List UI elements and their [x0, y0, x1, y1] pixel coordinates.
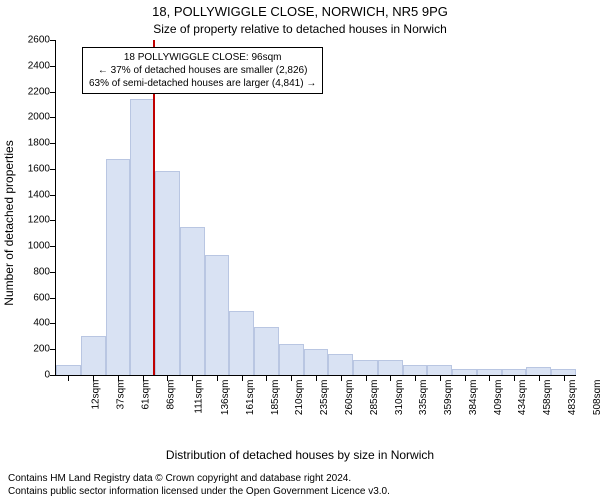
x-tick [341, 375, 342, 381]
y-tick [50, 117, 56, 118]
x-tick [291, 375, 292, 381]
y-tick [50, 66, 56, 67]
x-tick-label: 86sqm [165, 380, 176, 410]
footnote-line: Contains HM Land Registry data © Crown c… [8, 473, 390, 486]
y-tick [50, 298, 56, 299]
y-tick-label: 800 [12, 266, 50, 277]
page-title: 18, POLLYWIGGLE CLOSE, NORWICH, NR5 9PG [0, 4, 600, 19]
page-subtitle: Size of property relative to detached ho… [0, 22, 600, 36]
x-tick [514, 375, 515, 381]
annotation-box: 18 POLLYWIGGLE CLOSE: 96sqm← 37% of deta… [82, 47, 323, 94]
x-tick [242, 375, 243, 381]
x-tick [143, 375, 144, 381]
x-tick [366, 375, 367, 381]
y-tick-label: 2600 [12, 35, 50, 46]
histogram-bar [155, 171, 180, 375]
histogram-bar [205, 255, 230, 375]
x-tick-label: 335sqm [418, 380, 429, 416]
x-tick-label: 161sqm [245, 380, 256, 416]
y-tick-label: 1000 [12, 241, 50, 252]
x-tick-label: 285sqm [369, 380, 380, 416]
histogram-bar [81, 336, 106, 375]
x-tick [68, 375, 69, 381]
y-tick [50, 40, 56, 41]
y-tick [50, 323, 56, 324]
histogram-bar [328, 354, 353, 375]
x-tick [564, 375, 565, 381]
x-tick-label: 310sqm [394, 380, 405, 416]
histogram-bar [378, 360, 403, 375]
y-tick [50, 246, 56, 247]
x-tick-label: 136sqm [220, 380, 231, 416]
footnote-line: Contains public sector information licen… [8, 486, 390, 499]
y-tick-label: 1200 [12, 215, 50, 226]
x-tick-label: 111sqm [194, 380, 205, 414]
x-tick [440, 375, 441, 381]
x-tick-label: 37sqm [116, 380, 127, 410]
y-tick [50, 272, 56, 273]
y-tick-label: 400 [12, 318, 50, 329]
y-tick [50, 220, 56, 221]
x-tick-label: 185sqm [270, 380, 281, 416]
x-tick [539, 375, 540, 381]
y-tick [50, 92, 56, 93]
x-tick [167, 375, 168, 381]
y-tick-label: 200 [12, 344, 50, 355]
histogram-bar [180, 227, 205, 375]
y-tick-label: 1400 [12, 189, 50, 200]
y-tick-label: 600 [12, 292, 50, 303]
plot-area: 0200400600800100012001400160018002000220… [55, 40, 576, 376]
x-tick [266, 375, 267, 381]
histogram-bar [403, 365, 428, 375]
histogram-bar [229, 311, 254, 375]
annotation-line: ← 37% of detached houses are smaller (2,… [89, 64, 316, 77]
x-tick-label: 483sqm [567, 380, 578, 416]
histogram-bar [304, 349, 329, 375]
histogram-bar [279, 344, 304, 375]
x-tick-label: 458sqm [542, 380, 553, 416]
x-tick [465, 375, 466, 381]
x-tick-label: 409sqm [493, 380, 504, 416]
histogram-bar [254, 327, 279, 375]
histogram-bar [353, 360, 378, 375]
y-tick-label: 1800 [12, 138, 50, 149]
x-tick [118, 375, 119, 381]
x-tick [93, 375, 94, 381]
x-tick-label: 434sqm [517, 380, 528, 416]
y-tick [50, 195, 56, 196]
x-tick-label: 384sqm [468, 380, 479, 416]
x-tick [489, 375, 490, 381]
x-axis-label: Distribution of detached houses by size … [0, 448, 600, 462]
histogram-bar [130, 99, 155, 375]
footnote: Contains HM Land Registry data © Crown c… [8, 473, 390, 498]
x-tick-label: 359sqm [443, 380, 454, 416]
x-tick [192, 375, 193, 381]
x-tick-label: 61sqm [140, 380, 151, 410]
y-tick-label: 2400 [12, 60, 50, 71]
x-tick-label: 260sqm [344, 380, 355, 416]
histogram-bar [427, 365, 452, 375]
x-tick [316, 375, 317, 381]
annotation-line: 63% of semi-detached houses are larger (… [89, 77, 316, 90]
x-tick [217, 375, 218, 381]
x-tick [415, 375, 416, 381]
y-tick-label: 0 [12, 370, 50, 381]
x-tick-label: 235sqm [319, 380, 330, 416]
x-tick-label: 508sqm [592, 380, 600, 416]
y-tick-label: 2000 [12, 112, 50, 123]
y-tick [50, 375, 56, 376]
y-tick [50, 349, 56, 350]
x-tick-label: 210sqm [295, 380, 306, 416]
histogram-bar [526, 367, 551, 375]
x-tick-label: 12sqm [91, 380, 102, 410]
y-tick [50, 169, 56, 170]
x-tick [390, 375, 391, 381]
histogram-bar [56, 365, 81, 375]
chart-container: 18, POLLYWIGGLE CLOSE, NORWICH, NR5 9PG … [0, 0, 600, 500]
annotation-line: 18 POLLYWIGGLE CLOSE: 96sqm [89, 51, 316, 64]
histogram-bar [106, 159, 131, 375]
y-tick-label: 2200 [12, 86, 50, 97]
y-tick [50, 143, 56, 144]
y-tick-label: 1600 [12, 163, 50, 174]
